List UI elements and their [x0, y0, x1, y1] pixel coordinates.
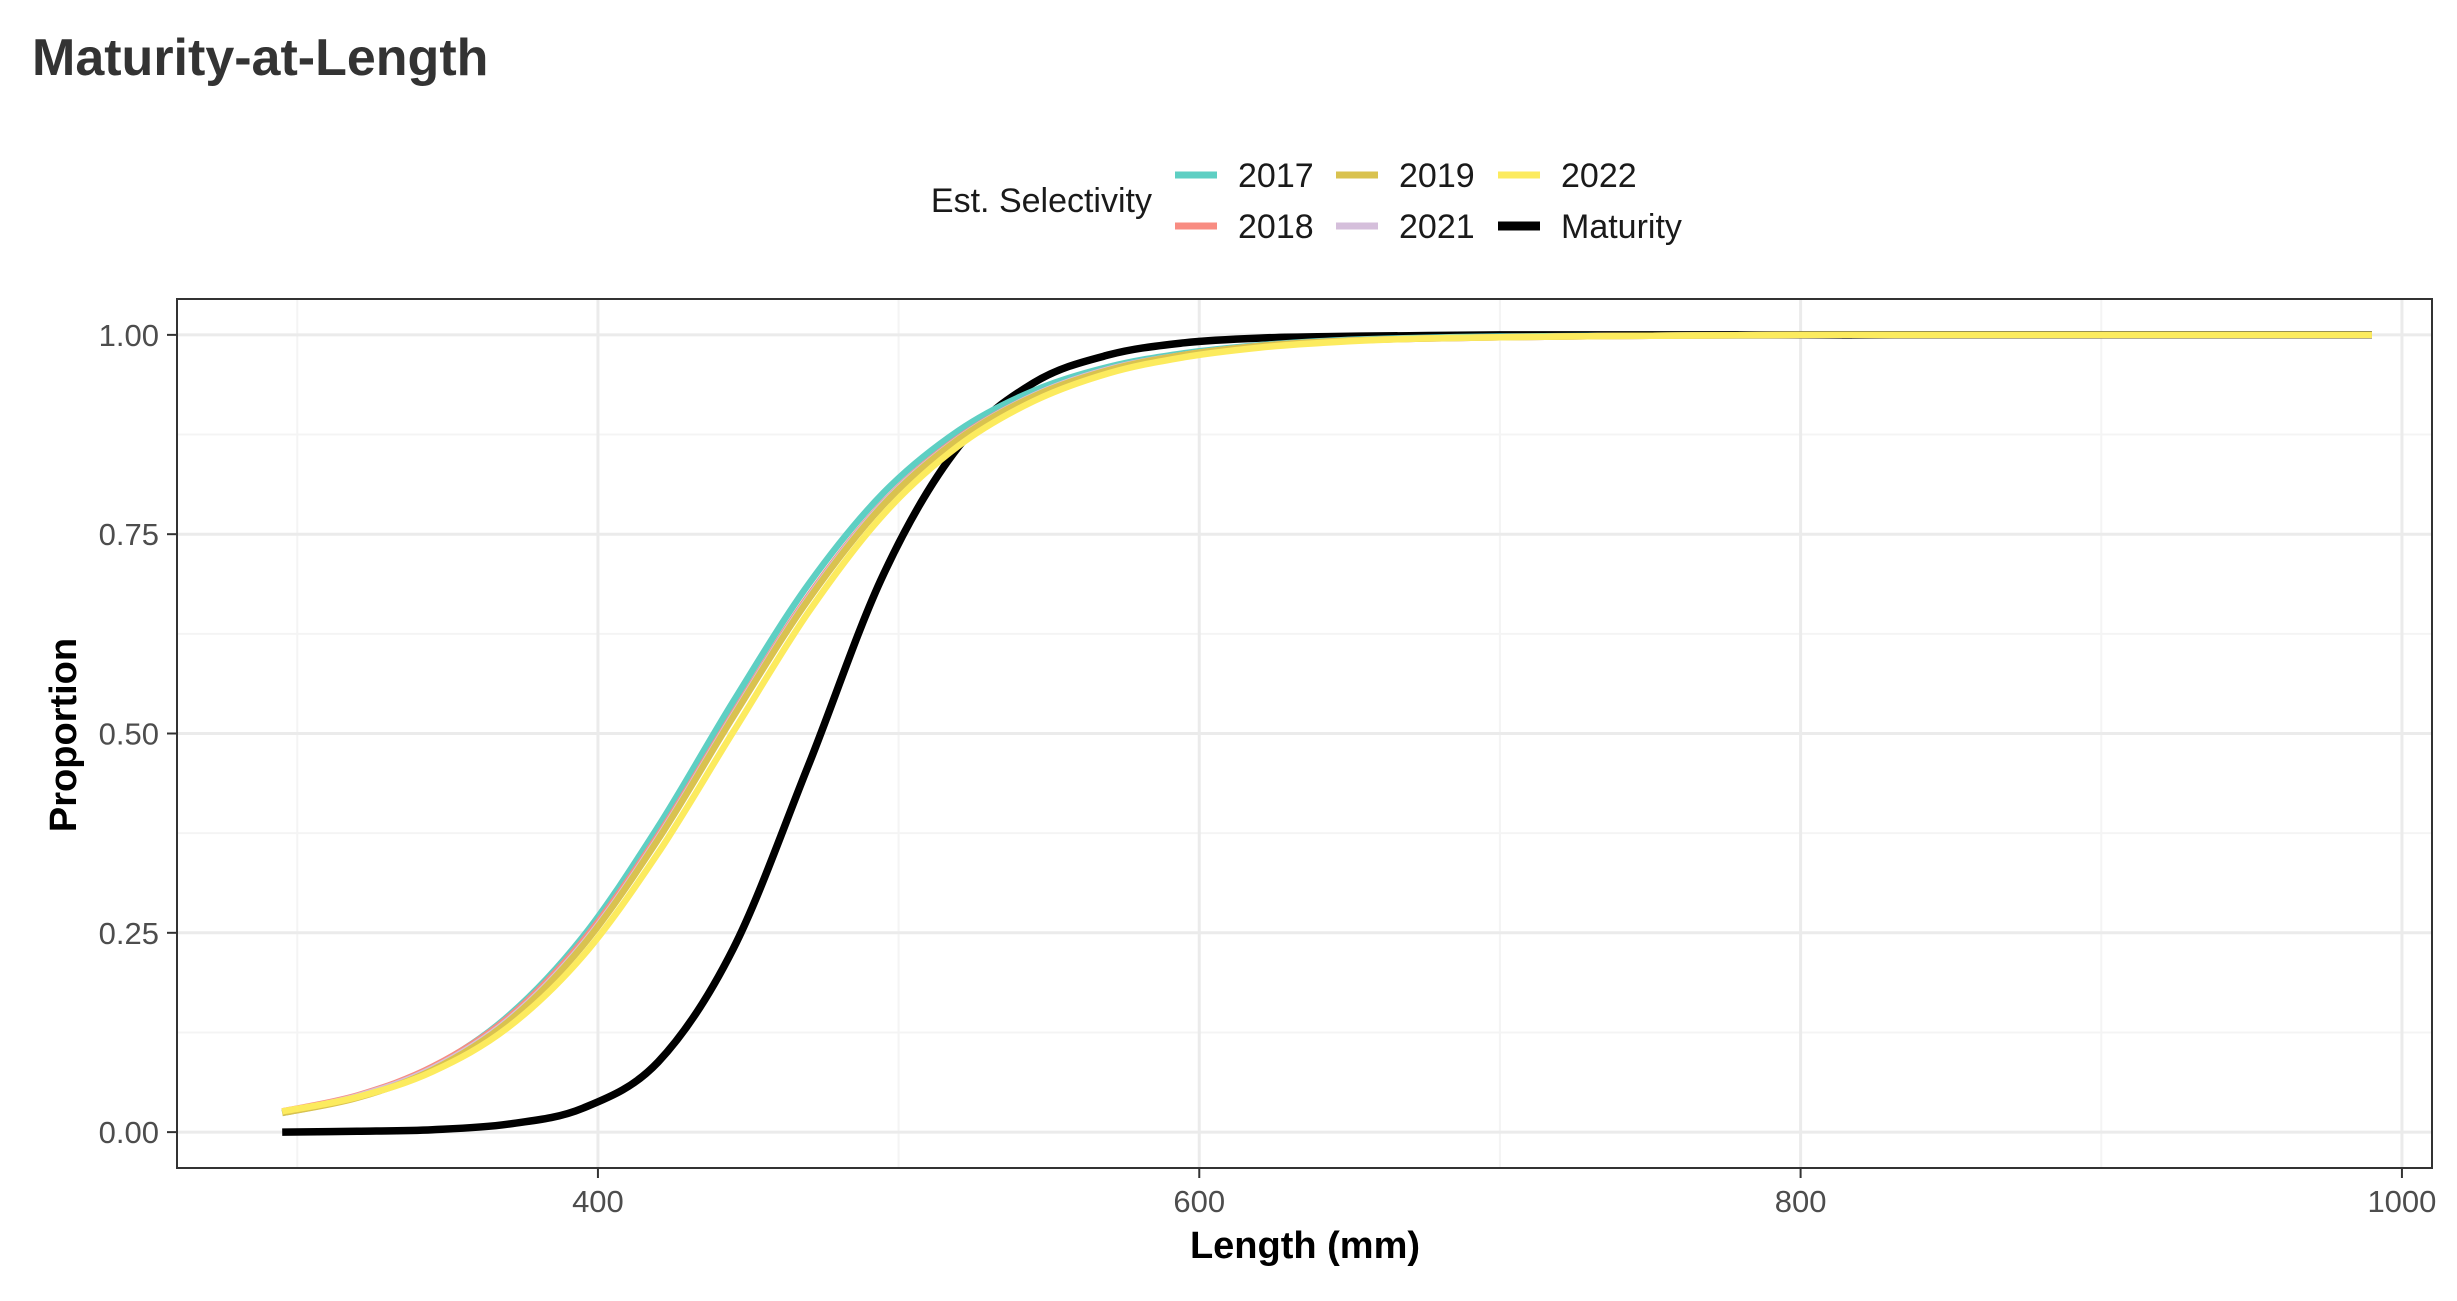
- legend-title: Est. Selectivity: [931, 182, 1152, 220]
- legend-label: 2018: [1238, 208, 1314, 246]
- y-axis-label: Proportion: [43, 638, 85, 832]
- y-tick-label: 0.50: [99, 717, 159, 752]
- y-axis: 0.00 0.25 0.50 0.75 1.00: [99, 318, 177, 1150]
- x-axis: 400 600 800 1000: [572, 1168, 2436, 1219]
- legend-item-maturity: Maturity: [1498, 208, 1682, 246]
- legend-label: Maturity: [1561, 208, 1682, 246]
- y-tick-label: 0.00: [99, 1115, 159, 1150]
- y-tick-label: 1.00: [99, 318, 159, 353]
- y-tick-label: 0.25: [99, 916, 159, 951]
- legend-label: 2022: [1561, 157, 1637, 195]
- y-tick-label: 0.75: [99, 517, 159, 552]
- x-axis-label: Length (mm): [1190, 1225, 1420, 1267]
- legend-item-2018: 2018: [1175, 208, 1314, 246]
- legend-item-2017: 2017: [1175, 157, 1314, 195]
- legend-item-2019: 2019: [1336, 157, 1475, 195]
- series-line-2022: [281, 331, 2372, 1115]
- x-tick-label: 400: [572, 1184, 624, 1219]
- x-tick-label: 1000: [2367, 1184, 2436, 1219]
- legend-item-2022: 2022: [1498, 157, 1637, 195]
- x-tick-label: 800: [1775, 1184, 1827, 1219]
- legend-label: 2017: [1238, 157, 1314, 195]
- series-lines: [281, 331, 2372, 1136]
- page-title: Maturity-at-Length: [32, 29, 489, 87]
- legend-label: 2019: [1399, 157, 1475, 195]
- legend: Est. Selectivity 2017 2018 2019 2021 2022 Mat…: [931, 157, 1682, 246]
- legend-label: 2021: [1399, 208, 1475, 246]
- legend-item-2021: 2021: [1336, 208, 1475, 246]
- x-tick-label: 600: [1173, 1184, 1225, 1219]
